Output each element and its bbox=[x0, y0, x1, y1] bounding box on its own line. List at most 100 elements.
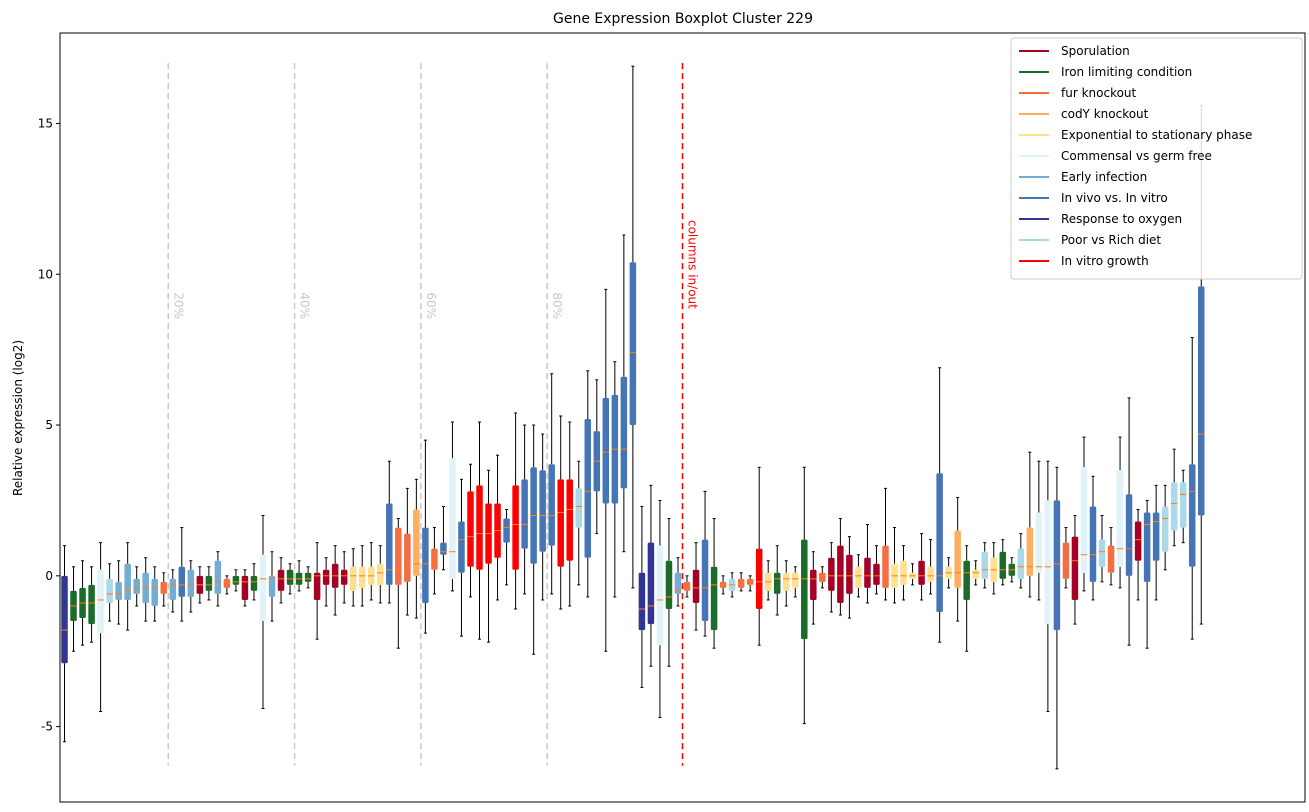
box-item bbox=[160, 572, 167, 607]
box-item bbox=[368, 542, 375, 601]
box-body bbox=[512, 485, 519, 570]
box-item bbox=[611, 361, 619, 598]
y-tick-label: -5 bbox=[41, 720, 53, 734]
box-body bbox=[106, 578, 113, 603]
box-item bbox=[1134, 508, 1142, 601]
box-item bbox=[710, 518, 718, 649]
box-item bbox=[737, 572, 745, 592]
box-item bbox=[719, 575, 727, 595]
y-tick-label: 15 bbox=[38, 116, 53, 130]
box-body bbox=[981, 551, 988, 579]
box-body bbox=[377, 563, 384, 585]
box-item bbox=[891, 527, 898, 604]
box-body bbox=[422, 527, 429, 603]
box-body bbox=[1053, 500, 1061, 631]
box-body bbox=[548, 464, 555, 546]
box-body bbox=[277, 569, 285, 591]
box-body bbox=[1071, 536, 1079, 600]
box-body bbox=[431, 548, 438, 570]
box-item bbox=[395, 518, 402, 649]
legend-box bbox=[1010, 37, 1303, 280]
box-item bbox=[909, 563, 916, 586]
box-item bbox=[972, 560, 979, 586]
box-item bbox=[449, 421, 456, 592]
box-item bbox=[728, 572, 736, 598]
box-item bbox=[115, 560, 122, 625]
box-body bbox=[647, 542, 655, 625]
y-tick-label: 10 bbox=[38, 267, 53, 281]
box-item bbox=[133, 566, 140, 607]
box-item bbox=[548, 373, 555, 595]
box-item bbox=[358, 545, 366, 607]
box-item bbox=[304, 566, 312, 589]
box-body bbox=[755, 548, 763, 609]
legend-label: Early infection bbox=[1061, 170, 1147, 184]
box-body bbox=[999, 551, 1007, 579]
box-body bbox=[1152, 512, 1160, 561]
box-item bbox=[1125, 397, 1133, 646]
box-item bbox=[178, 527, 186, 622]
box-body bbox=[169, 578, 177, 600]
box-body bbox=[638, 572, 646, 631]
box-item bbox=[485, 469, 492, 643]
box-item bbox=[79, 560, 86, 646]
box-item bbox=[647, 484, 655, 667]
box-body bbox=[918, 560, 925, 585]
box-body bbox=[259, 554, 267, 622]
box-item bbox=[413, 478, 420, 619]
box-body bbox=[954, 530, 961, 588]
box-body bbox=[476, 485, 483, 570]
box-item bbox=[665, 518, 673, 667]
box-body bbox=[358, 566, 366, 588]
box-item bbox=[169, 569, 177, 613]
box-item bbox=[918, 533, 925, 601]
legend-label: In vivo vs. In vitro bbox=[1061, 191, 1168, 205]
box-body bbox=[773, 572, 781, 594]
box-body bbox=[214, 560, 222, 594]
percent-marker-label: 20% bbox=[171, 292, 185, 319]
box-item bbox=[151, 566, 158, 622]
box-item bbox=[142, 557, 149, 622]
box-item bbox=[629, 65, 637, 589]
percent-marker-label: 40% bbox=[298, 292, 312, 319]
legend-label: Poor vs Rich diet bbox=[1061, 233, 1161, 247]
box-body bbox=[963, 560, 970, 600]
box-item bbox=[746, 575, 754, 592]
box-body bbox=[97, 569, 104, 634]
percent-markers: 20% 40% 60% 80% bbox=[167, 63, 564, 766]
box-item bbox=[340, 551, 348, 604]
box-body bbox=[837, 545, 844, 603]
percent-marker-label: 60% bbox=[424, 292, 438, 319]
box-body bbox=[449, 458, 456, 579]
legend-label: fur knockout bbox=[1061, 86, 1137, 100]
box-item bbox=[864, 524, 871, 604]
box-body bbox=[783, 572, 790, 591]
box-item bbox=[936, 367, 943, 643]
box-item bbox=[1035, 460, 1043, 601]
legend-label: Commensal vs germ free bbox=[1061, 149, 1212, 163]
box-item bbox=[692, 542, 700, 631]
percent-marker-label: 80% bbox=[550, 292, 564, 319]
box-body bbox=[1188, 464, 1196, 567]
box-item bbox=[792, 566, 799, 598]
box-item bbox=[223, 575, 231, 595]
box-item bbox=[873, 545, 880, 595]
legend-label: Sporulation bbox=[1061, 44, 1130, 58]
box-item bbox=[575, 460, 582, 586]
y-axis-ticks: -5 0 5 10 15 bbox=[38, 116, 60, 734]
box-item bbox=[1188, 337, 1196, 640]
box-item bbox=[1089, 475, 1097, 601]
box-item bbox=[566, 421, 573, 607]
box-item bbox=[954, 496, 961, 622]
box-body bbox=[810, 569, 817, 600]
box-item bbox=[1008, 557, 1016, 583]
box-item bbox=[593, 379, 601, 535]
box-body bbox=[340, 569, 348, 585]
box-body bbox=[304, 572, 312, 582]
box-item bbox=[313, 542, 321, 640]
box-body bbox=[1198, 286, 1205, 516]
box-item bbox=[386, 460, 393, 604]
y-tick-label: 5 bbox=[45, 418, 53, 432]
box-body bbox=[710, 566, 718, 631]
box-body bbox=[1017, 548, 1025, 579]
